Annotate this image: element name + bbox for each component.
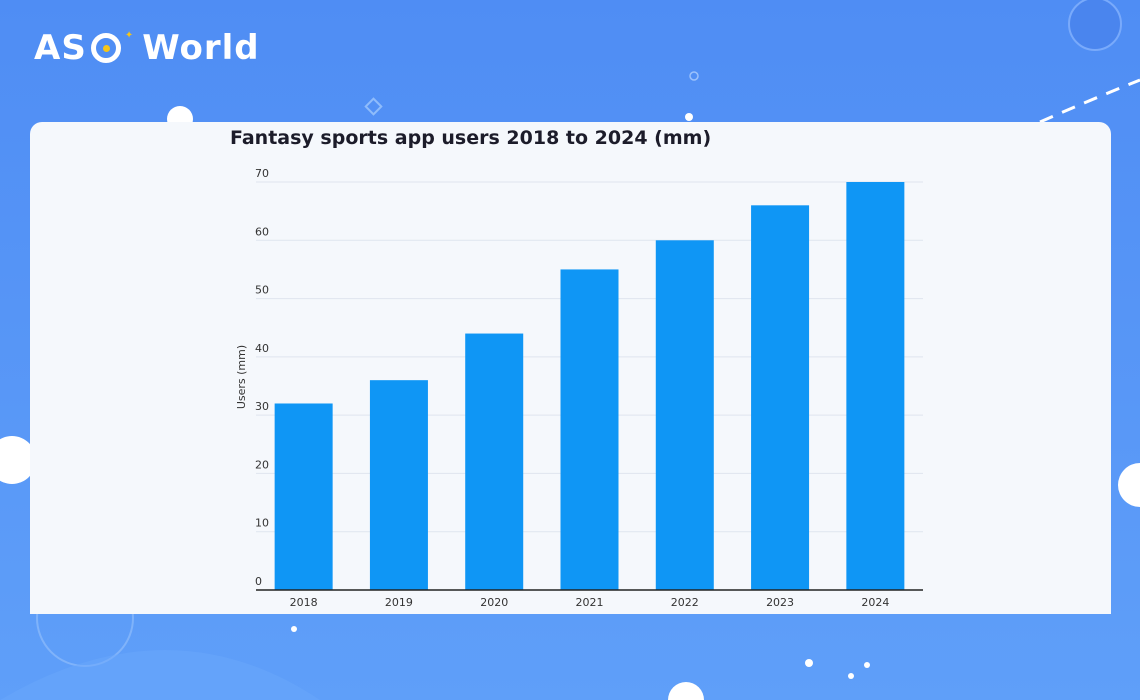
y-tick-label: 60 <box>255 225 269 238</box>
y-tick-label: 10 <box>255 517 269 530</box>
bar-2023 <box>751 205 810 591</box>
bar-2020 <box>465 333 524 590</box>
logo-text-right: World <box>142 28 260 68</box>
decor-dot <box>864 662 870 668</box>
decor-ring <box>689 71 699 81</box>
logo-o-mark <box>90 33 121 63</box>
logo-text-left: AS <box>34 28 87 68</box>
x-tick-label: 2018 <box>290 596 318 609</box>
y-tick-label: 20 <box>255 458 269 471</box>
decor-wave <box>0 650 320 700</box>
decor-dot <box>0 436 36 484</box>
x-tick-label: 2019 <box>385 596 413 609</box>
decor-dot <box>291 626 297 632</box>
chart-card: Fantasy sports app users 2018 to 2024 (m… <box>30 122 1111 614</box>
bar-2019 <box>369 380 428 590</box>
y-tick-label: 50 <box>255 284 269 297</box>
y-tick-label: 70 <box>255 167 269 180</box>
decor-dot <box>668 682 704 700</box>
bar-2024 <box>846 182 905 590</box>
x-tick-label: 2022 <box>671 596 699 609</box>
bar-2022 <box>655 240 714 590</box>
y-axis-label: Users (mm) <box>235 345 248 409</box>
bar-2018 <box>274 403 333 590</box>
y-tick-label: 0 <box>255 575 262 588</box>
decor-dot <box>1118 463 1140 507</box>
x-tick-label: 2021 <box>576 596 604 609</box>
decor-diamond <box>364 97 383 116</box>
y-tick-label: 40 <box>255 342 269 355</box>
decor-dot <box>685 113 693 121</box>
chart-title: Fantasy sports app users 2018 to 2024 (m… <box>230 127 711 149</box>
aso-world-logo: AS ✦ World <box>34 26 260 70</box>
decor-dashed-line <box>1039 78 1140 124</box>
bar-chart: Fantasy sports app users 2018 to 2024 (m… <box>230 127 923 609</box>
decor-dot <box>805 659 813 667</box>
x-tick-label: 2023 <box>766 596 794 609</box>
decor-dot <box>848 673 854 679</box>
x-tick-label: 2020 <box>480 596 508 609</box>
x-tick-label: 2024 <box>861 596 889 609</box>
logo-spark-icon: ✦ <box>124 30 135 41</box>
bar-2021 <box>560 269 619 590</box>
y-tick-label: 30 <box>255 400 269 413</box>
decor-circle <box>1068 0 1122 51</box>
